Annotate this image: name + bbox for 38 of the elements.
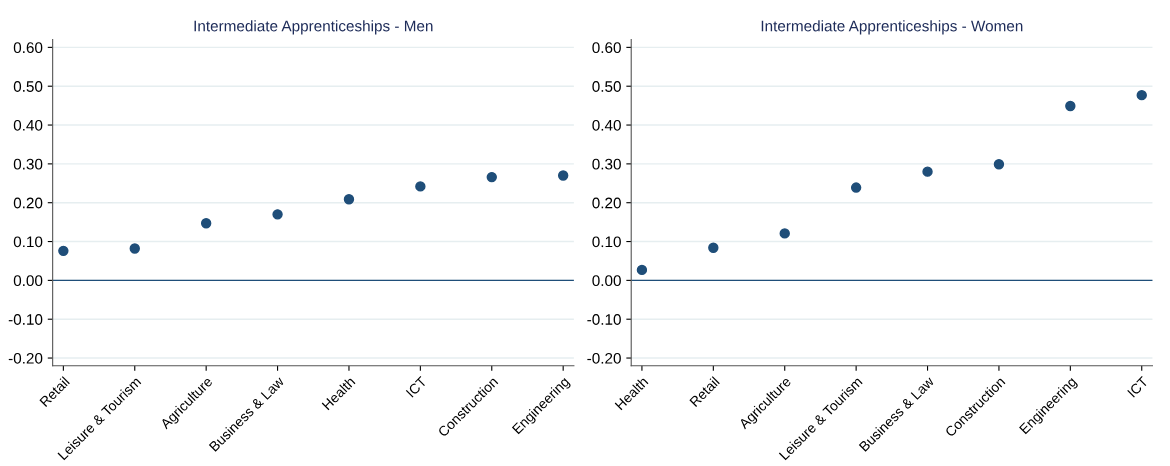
y-tick-label: 0.00 xyxy=(592,275,621,287)
point xyxy=(343,194,355,205)
y-tick-label: -0.10 xyxy=(8,314,43,325)
chart-title: Intermediate Apprenticeships - Men xyxy=(194,20,433,35)
y-tick-label: 0.40 xyxy=(592,119,621,131)
point xyxy=(129,243,140,254)
y-tick-label: 0.60 xyxy=(13,42,43,54)
x-tick-label: ICT xyxy=(405,376,428,398)
chart-title: Intermediate Apprenticeships - Women xyxy=(761,20,1023,35)
y-tick-label: 0.20 xyxy=(592,197,621,209)
y-tick-label: 0.50 xyxy=(13,81,43,92)
y-tick-label: -0.20 xyxy=(8,352,43,364)
y-tick-label: 0.00 xyxy=(13,275,43,287)
point xyxy=(1136,89,1147,101)
y-tick-label: -0.20 xyxy=(587,352,621,364)
point xyxy=(779,228,790,239)
point xyxy=(993,159,1005,170)
y-tick-label: 0.30 xyxy=(13,158,43,170)
y-tick-label: 0.20 xyxy=(13,197,43,209)
point xyxy=(200,218,212,229)
point xyxy=(486,171,497,183)
point xyxy=(850,182,862,193)
y-tick-label: 0.10 xyxy=(13,236,43,248)
y-tick-label: 0.40 xyxy=(13,119,43,131)
y-tick-label: 0.60 xyxy=(592,42,621,54)
point xyxy=(1065,100,1076,112)
point xyxy=(58,245,69,257)
x-tick-label: ICT xyxy=(1127,376,1149,398)
point xyxy=(415,181,426,192)
y-tick-label: -0.10 xyxy=(587,314,621,325)
point xyxy=(636,264,648,276)
y-tick-label: 0.30 xyxy=(592,158,621,170)
point xyxy=(922,166,933,177)
point xyxy=(557,170,569,181)
y-tick-label: 0.10 xyxy=(592,236,621,248)
point xyxy=(708,242,719,253)
point xyxy=(272,209,283,220)
y-tick-label: 0.50 xyxy=(592,81,621,92)
